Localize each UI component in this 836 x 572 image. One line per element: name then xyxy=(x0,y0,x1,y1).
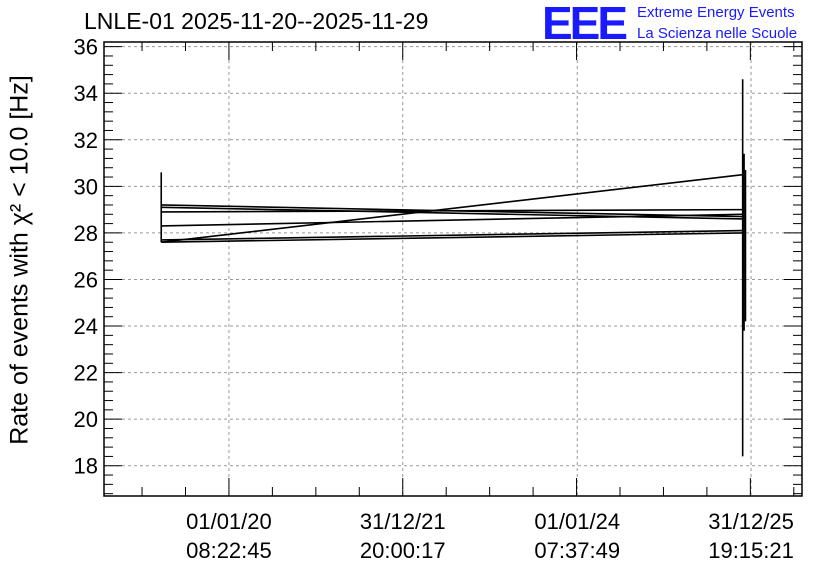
eee-logo: EEE xyxy=(542,0,628,49)
y-tick-label: 28 xyxy=(74,221,98,246)
tick-labels: 18 20 22 24 26 28 30 32 34 36 01/01/20 08:22:45 31/1… xyxy=(74,35,794,563)
y-axis-label: Rate of events with χ² < 10.0 [Hz] xyxy=(5,75,34,445)
x-tick-label-date: 31/12/21 xyxy=(360,509,446,534)
y-tick-label: 26 xyxy=(74,267,98,292)
y-tick-label: 18 xyxy=(74,454,98,479)
x-tick-label-time: 07:37:49 xyxy=(534,538,620,563)
series-line xyxy=(161,232,743,244)
y-tick-label: 36 xyxy=(74,35,98,60)
y-tick-label: 32 xyxy=(74,128,98,153)
logo-line-1: Extreme Energy Events xyxy=(637,4,795,21)
logo-line-2: La Scienza nelle Scuole xyxy=(637,25,798,42)
series-line xyxy=(161,208,743,213)
series-group xyxy=(161,173,743,244)
x-tick-label-date: 01/01/24 xyxy=(534,509,620,534)
y-tick-label: 22 xyxy=(74,361,98,386)
grid xyxy=(104,42,802,496)
x-tick-label-date: 31/12/25 xyxy=(708,509,794,534)
x-tick-label-time: 08:22:45 xyxy=(186,538,272,563)
ticks xyxy=(104,42,802,496)
y-tick-label: 20 xyxy=(74,407,98,432)
x-tick-label-time: 19:15:21 xyxy=(708,538,794,563)
x-tick-label-time: 20:00:17 xyxy=(360,538,446,563)
error-bars xyxy=(160,79,747,457)
x-tick-label-date: 01/01/20 xyxy=(186,509,272,534)
series-line xyxy=(161,213,743,227)
chart-title: LNLE-01 2025-11-20--2025-11-29 xyxy=(84,8,429,34)
y-tick-label: 30 xyxy=(74,174,98,199)
y-tick-label: 34 xyxy=(74,81,98,106)
series-line xyxy=(161,229,743,241)
plot-frame xyxy=(103,41,803,497)
y-tick-label: 24 xyxy=(74,314,98,339)
series-line xyxy=(161,173,743,244)
